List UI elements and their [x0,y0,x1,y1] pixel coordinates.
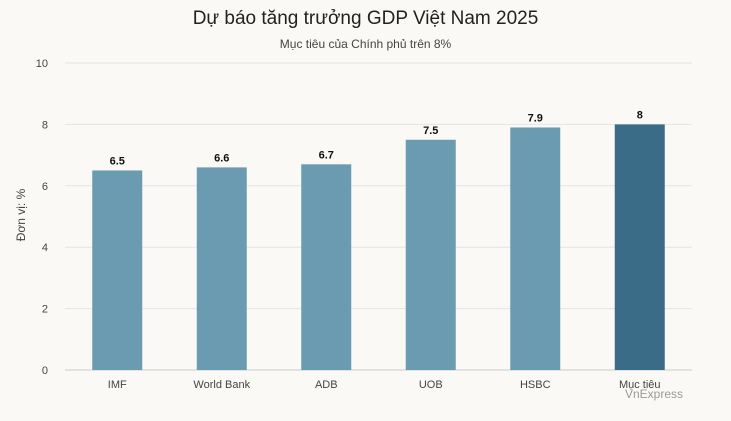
x-tick-label: World Bank [193,379,250,391]
chart-title: Dự báo tăng trưởng GDP Việt Nam 2025 [192,8,539,29]
bar [301,164,352,370]
bar [510,127,561,370]
y-tick-label: 2 [42,304,48,316]
chart-subtitle: Mục tiêu của Chính phủ trên 8% [279,37,452,51]
x-tick-label: Mục tiêu [619,379,661,391]
data-label: 6.6 [214,152,229,164]
data-label: 6.7 [319,149,334,161]
x-tick-label: UOB [419,379,443,391]
bar [92,170,143,370]
gridlines [65,62,692,371]
data-label: 6.5 [110,155,125,167]
y-tick-label: 10 [36,58,48,70]
bar [614,124,665,371]
x-tick-label: HSBC [520,379,551,391]
x-tick-label: IMF [108,379,127,391]
data-label: 7.9 [528,112,543,124]
y-tick-label: 8 [42,119,48,131]
x-tick-label: ADB [315,379,338,391]
y-tick-label: 0 [42,365,48,377]
y-tick-label: 4 [42,242,48,254]
x-axis-ticks: IMF World Bank ADB UOB HSBC Mục tiêu [108,379,661,391]
y-tick-label: 6 [42,181,48,193]
y-axis-ticks: 0 2 4 6 8 10 [36,58,48,377]
bar [196,167,247,370]
bar [405,139,456,370]
data-label: 7.5 [423,125,438,137]
bars: 6.5 6.6 6.7 7.5 7.9 8 [92,109,665,371]
data-label: 8 [637,109,643,121]
source-credit: VnExpress [624,387,683,401]
